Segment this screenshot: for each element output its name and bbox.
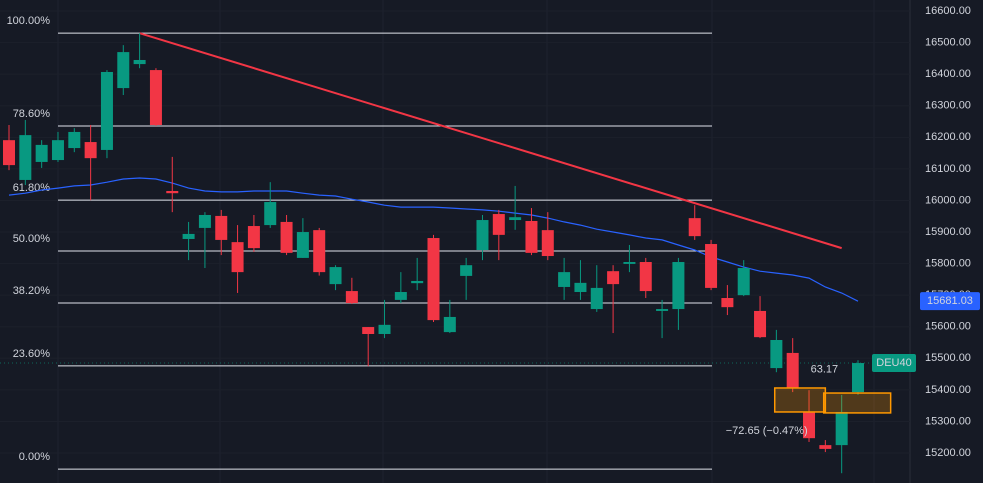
candle-body [378, 324, 391, 334]
y-tick-label: 16000.00 [925, 194, 971, 206]
symbol-badge [872, 354, 916, 373]
candle-body [476, 220, 489, 251]
y-tick-label: 16500.00 [925, 37, 971, 49]
candle-body [394, 292, 407, 300]
y-tick-label: 15500.00 [925, 352, 971, 364]
y-tick-label: 15400.00 [925, 384, 971, 396]
candle-body [296, 232, 309, 258]
candle-body [166, 190, 179, 194]
y-tick-label: 15800.00 [925, 258, 971, 270]
candle-body [198, 214, 211, 228]
candle-body [754, 310, 767, 338]
candle-body [541, 230, 554, 257]
y-tick-label: 16200.00 [925, 131, 971, 143]
candle-body [623, 262, 636, 264]
candle-body [590, 287, 603, 310]
candle-body [835, 411, 848, 446]
ma-badge-label: 15681.03 [927, 295, 973, 307]
y-tick-label: 16400.00 [925, 68, 971, 80]
candle-body [656, 309, 669, 311]
candle-body [280, 221, 293, 253]
fib-label: 78.60% [13, 108, 51, 120]
candle-body [639, 262, 652, 292]
candle-body [117, 52, 130, 89]
y-tick-label: 15900.00 [925, 226, 971, 238]
measure-label: 63.17 [811, 363, 839, 375]
trend-line [139, 32, 842, 250]
candle-body [803, 411, 816, 439]
candle-body [51, 140, 64, 161]
candle-body [264, 202, 277, 226]
candle-body [411, 280, 424, 284]
candle-body [68, 131, 81, 149]
candle-body [427, 238, 440, 321]
candle-body [345, 291, 358, 304]
candle-body [574, 282, 587, 293]
candle-body [525, 220, 538, 253]
candle-body [443, 316, 456, 333]
fib-label: 23.60% [13, 348, 51, 360]
candle-body [786, 352, 799, 388]
candle-body [705, 244, 718, 288]
candle-body [770, 339, 783, 369]
candle-body [362, 327, 375, 334]
y-tick-label: 15600.00 [925, 321, 971, 333]
candle-body [215, 215, 228, 240]
candle-body [819, 445, 832, 449]
candle-body [100, 71, 113, 150]
candle-body [149, 70, 162, 126]
y-tick-label: 16300.00 [925, 100, 971, 112]
y-tick-label: 15300.00 [925, 415, 971, 427]
fib-label: 61.80% [13, 182, 51, 194]
candle-body [19, 135, 32, 180]
candle-body [231, 242, 244, 273]
symbol-label: DEU40 [876, 357, 911, 369]
candle-body [313, 230, 326, 273]
fib-label: 100.00% [7, 15, 51, 27]
candle-body [492, 214, 505, 235]
candle-body [852, 363, 864, 393]
candle-body [84, 142, 97, 159]
candle-body [737, 268, 750, 296]
candle-body [509, 217, 522, 221]
range-box [773, 387, 827, 413]
y-tick-label: 16100.00 [925, 163, 971, 175]
candle-body [721, 298, 734, 308]
candle-body [607, 271, 620, 285]
range-box [822, 392, 892, 414]
candle-body [133, 59, 146, 65]
fib-label: 0.00% [19, 451, 50, 463]
candle-body [688, 218, 701, 237]
candle-body [3, 140, 15, 166]
fib-label: 38.20% [13, 285, 51, 297]
candle-body [460, 265, 473, 276]
y-tick-label: 16600.00 [925, 5, 971, 17]
fib-label: 50.00% [13, 233, 51, 245]
candle-body [182, 233, 195, 239]
y-tick-label: 15200.00 [925, 447, 971, 459]
ma-badge [920, 292, 980, 311]
candle-body [329, 267, 342, 285]
candle-body [558, 272, 571, 287]
measure-label: −72.65 (−0.47%) [726, 425, 808, 437]
candle-body [672, 262, 685, 310]
candle-body [247, 226, 260, 249]
candle-body [35, 144, 48, 162]
